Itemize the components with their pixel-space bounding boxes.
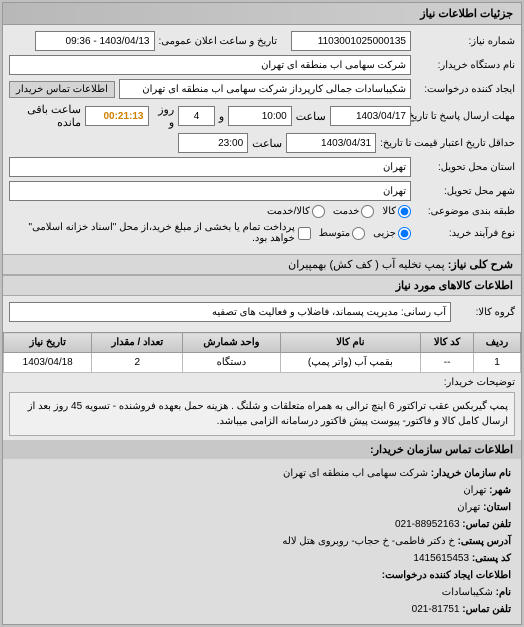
time-label-2: ساعت [252, 137, 282, 150]
announce-label: تاریخ و ساعت اعلان عمومی: [159, 36, 278, 47]
category-radio-group: کالا خدمت کالا/خدمت [267, 205, 411, 218]
payment-checkbox-input[interactable] [298, 227, 311, 240]
creator-field: شکیباسادات جمالی کارپرداز شرکت سهامی اب … [119, 79, 411, 99]
contact-postal-label: کد پستی: [472, 553, 511, 564]
contact-org-label: نام سازمان خریدار: [431, 468, 511, 479]
price-validity-date-field: 1403/04/31 [286, 133, 376, 153]
deadline-label: مهلت ارسال پاسخ تا تاریخ: [415, 111, 515, 122]
process-radio-group: جزیی متوسط پرداخت تمام یا بخشی از مبلغ خ… [9, 222, 411, 244]
cell-date: 1403/04/18 [4, 353, 92, 373]
radio-both-input[interactable] [312, 205, 325, 218]
contact-address: خ دکتر فاطمی- خ حجاب- روبروی هتل لاله [282, 536, 454, 547]
contact-city: تهران [463, 485, 486, 496]
remaining-suffix: ساعت باقی مانده [9, 103, 81, 129]
goods-header: اطلاعات کالاهای مورد نیاز [3, 275, 521, 296]
contact-creator-phone-label: تلفن تماس: [462, 604, 511, 615]
contact-name-label: نام: [496, 587, 511, 598]
category-label: طبقه بندی موضوعی: [415, 206, 515, 217]
radio-medium[interactable]: متوسط [319, 227, 365, 240]
time-label: ساعت [296, 110, 326, 123]
process-label: نوع فرآیند خرید: [415, 228, 515, 239]
announce-field: 1403/04/13 - 09:36 [35, 31, 155, 51]
contact-org: شرکت سهامی اب منطقه ای تهران [283, 468, 428, 479]
contact-city-label: شهر: [489, 485, 511, 496]
deadline-date-field: 1403/04/17 [330, 106, 411, 126]
col-row: ردیف [473, 333, 520, 353]
radio-both-label: کالا/خدمت [267, 206, 310, 217]
cell-row: 1 [473, 353, 520, 373]
key-label: شرح کلی نیاز: [448, 259, 513, 271]
payment-checkbox[interactable]: پرداخت تمام یا بخشی از مبلغ خرید،از محل … [9, 222, 311, 244]
radio-both[interactable]: کالا/خدمت [267, 205, 325, 218]
price-validity-time-field: 23:00 [178, 133, 248, 153]
radio-goods-input[interactable] [398, 205, 411, 218]
need-number-label: شماره نیاز: [415, 36, 515, 47]
key-need-label: شرح کلی نیاز: پمپ تخلیه آب ( کف کش) بهمپ… [3, 254, 521, 275]
org-name-field: شرکت سهامی اب منطقه ای تهران [9, 55, 411, 75]
and-label: و [219, 110, 224, 123]
radio-small-label: جزیی [373, 228, 396, 239]
description-box: پمپ گیربکس عقب تراکتور 6 اینچ ترالی به ه… [9, 392, 515, 436]
radio-service[interactable]: خدمت [333, 205, 375, 218]
contact-province-label: استان: [483, 502, 511, 513]
contact-section: نام سازمان خریدار: شرکت سهامی اب منطقه ا… [3, 459, 521, 624]
group-field: آب رسانی: مدیریت پسماند، فاضلاب و فعالیت… [9, 302, 451, 322]
contact-phone-label: تلفن تماس: [462, 519, 511, 530]
contact-province: تهران [457, 502, 480, 513]
radio-medium-input[interactable] [352, 227, 365, 240]
col-name: نام کالا [280, 333, 421, 353]
province-field: تهران [9, 157, 411, 177]
table-row: 1 -- بقمپ آب (واتر پمپ) دستگاه 2 1403/04… [4, 353, 521, 373]
cell-qty: 2 [92, 353, 183, 373]
payment-note: پرداخت تمام یا بخشی از مبلغ خرید،از محل … [9, 222, 295, 244]
cell-code: -- [421, 353, 474, 373]
cell-name: بقمپ آب (واتر پمپ) [280, 353, 421, 373]
radio-small[interactable]: جزیی [373, 227, 411, 240]
radio-medium-label: متوسط [319, 228, 350, 239]
contact-header: اطلاعات تماس سازمان خریدار: [3, 440, 521, 459]
group-label: گروه کالا: [455, 307, 515, 318]
creator-label: ایجاد کننده درخواست: [415, 84, 515, 95]
radio-service-label: خدمت [333, 206, 360, 217]
price-validity-label: حداقل تاریخ اعتبار قیمت تا تاریخ: [380, 138, 515, 149]
goods-table: ردیف کد کالا نام کالا واحد شمارش تعداد /… [3, 332, 521, 373]
contact-name: شکیباسادات [442, 587, 493, 598]
col-date: تاریخ نیاز [4, 333, 92, 353]
deadline-time-field: 10:00 [228, 106, 292, 126]
contact-address-label: آدرس پستی: [458, 536, 511, 547]
org-name-label: نام دستگاه خریدار: [415, 60, 515, 71]
radio-service-input[interactable] [361, 205, 374, 218]
desc-label: توضیحات خریدار: [444, 377, 515, 388]
cell-unit: دستگاه [183, 353, 280, 373]
contact-button[interactable]: اطلاعات تماس خریدار [9, 81, 115, 98]
city-field: تهران [9, 181, 411, 201]
need-number-field: 1103001025000135 [291, 31, 411, 51]
contact-phone: 88952163-021 [395, 519, 460, 530]
panel-title: جزئیات اطلاعات نیاز [3, 3, 521, 25]
remaining-days-field: 4 [178, 106, 215, 126]
city-label: شهر محل تحویل: [415, 186, 515, 197]
radio-goods[interactable]: کالا [382, 205, 411, 218]
contact-creator-phone: 81751-021 [412, 604, 460, 615]
col-code: کد کالا [421, 333, 474, 353]
radio-goods-label: کالا [382, 206, 396, 217]
col-qty: تعداد / مقدار [92, 333, 183, 353]
province-label: استان محل تحویل: [415, 162, 515, 173]
countdown-field: 00:21:13 [85, 106, 149, 126]
contact-postal: 1415615453 [413, 553, 469, 564]
col-unit: واحد شمارش [183, 333, 280, 353]
key-value: پمپ تخلیه آب ( کف کش) بهمپیران [288, 259, 445, 271]
radio-small-input[interactable] [398, 227, 411, 240]
table-header-row: ردیف کد کالا نام کالا واحد شمارش تعداد /… [4, 333, 521, 353]
days-label: روز و [153, 103, 175, 129]
